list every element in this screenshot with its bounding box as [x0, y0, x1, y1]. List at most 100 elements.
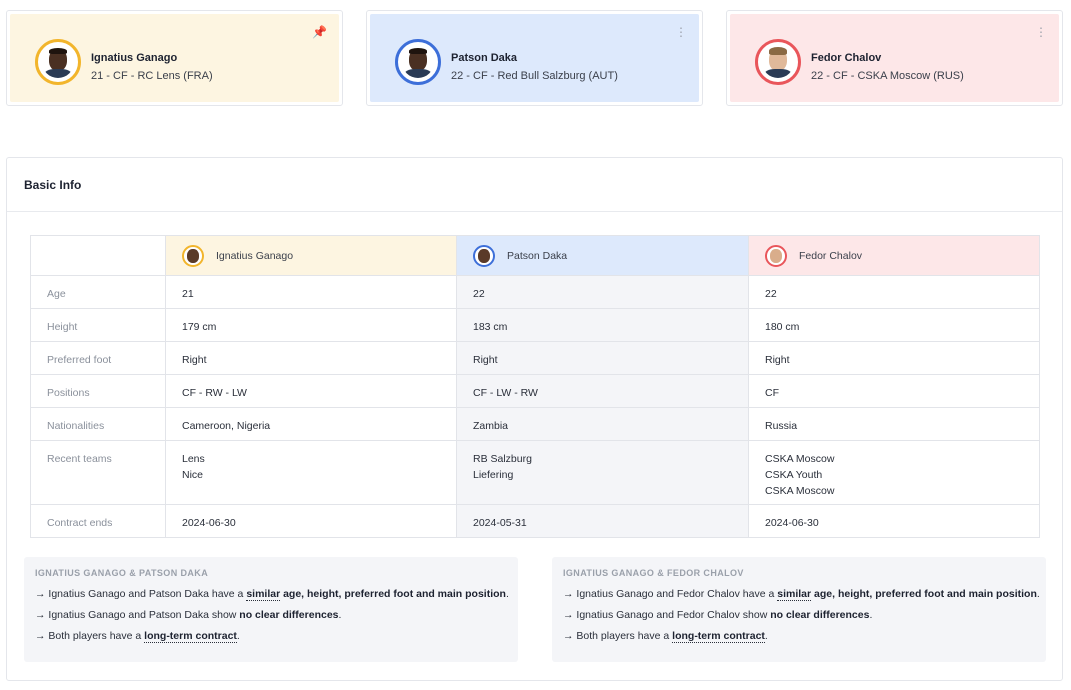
comparison-text: → Ignatius Ganago and Fedor Chalov show	[563, 609, 771, 621]
player-avatar	[395, 39, 441, 85]
table-cell: Right	[456, 341, 749, 375]
more-vertical-icon[interactable]: ⋮	[675, 25, 687, 39]
comparison-text: → Ignatius Ganago and Patson Daka show	[35, 609, 240, 621]
table-row: Preferred foot Right Right Right	[30, 341, 1040, 375]
team-name: CSKA Youth	[765, 469, 823, 481]
comparison-text: .	[338, 609, 342, 621]
player-card-background: Patson Daka 22 - CF - Red Bull Salzburg …	[370, 14, 699, 102]
comparison-line: → Both players have a long-term contract…	[35, 630, 240, 643]
player-name: Ignatius Ganago	[91, 52, 178, 64]
table-header-player: Ignatius Ganago	[165, 235, 457, 276]
comparison-bold: age, height, preferred foot and main pos…	[280, 588, 506, 600]
player-meta: 22 - CF - Red Bull Salzburg (AUT)	[451, 70, 618, 82]
comparison-summary-ganago-chalov: IGNATIUS GANAGO & FEDOR CHALOV → Ignatiu…	[552, 557, 1046, 662]
table-row: Age 21 22 22	[30, 275, 1040, 309]
comparison-text: → Ignatius Ganago and Fedor Chalov have …	[563, 588, 778, 600]
pin-icon[interactable]: 📌	[312, 25, 327, 39]
basic-info-panel: Basic Info Ignatius Ganago Patson Daka	[6, 157, 1063, 681]
comparison-line: → Both players have a long-term contract…	[563, 630, 768, 643]
row-label: Contract ends	[30, 504, 166, 538]
player-card-background: Fedor Chalov 22 - CF - CSKA Moscow (RUS)…	[730, 14, 1059, 102]
player-avatar-small	[473, 244, 495, 267]
row-label: Preferred foot	[30, 341, 166, 375]
table-row: Nationalities Cameroon, Nigeria Zambia R…	[30, 407, 1040, 441]
comparison-bold: no clear differences	[770, 609, 870, 621]
comparison-title: IGNATIUS GANAGO & PATSON DAKA	[35, 568, 209, 578]
team-name: CSKA Moscow	[765, 485, 835, 497]
player-avatar-small	[182, 244, 204, 267]
comparison-bold: no clear differences	[239, 609, 339, 621]
table-row: Contract ends 2024-06-30 2024-05-31 2024…	[30, 504, 1040, 538]
long-term-contract-tooltip-link[interactable]: long-term contract	[672, 630, 765, 643]
comparison-bold: age, height, preferred foot and main pos…	[811, 588, 1037, 600]
table-header-row: Ignatius Ganago Patson Daka Fedor Chalov	[30, 235, 1040, 276]
table-cell: 183 cm	[456, 308, 749, 342]
table-header-empty	[30, 235, 166, 276]
table-cell: 2024-06-30	[748, 504, 1040, 538]
table-cell: Russia	[748, 407, 1040, 441]
comparison-line: → Ignatius Ganago and Fedor Chalov show …	[563, 609, 872, 621]
comparison-text: .	[505, 588, 509, 600]
similar-tooltip-link[interactable]: similar	[246, 588, 281, 601]
comparison-text: .	[1036, 588, 1040, 600]
player-meta: 21 - CF - RC Lens (FRA)	[91, 70, 213, 82]
comparison-text: → Ignatius Ganago and Patson Daka have a	[35, 588, 247, 600]
comparison-text: → Both players have a	[35, 630, 145, 642]
table-cell: CF - LW - RW	[456, 374, 749, 408]
team-name: Liefering	[473, 469, 514, 481]
player-photo	[42, 46, 74, 78]
more-vertical-icon[interactable]: ⋮	[1035, 25, 1047, 39]
table-cell: 2024-05-31	[456, 504, 749, 538]
team-name: Lens	[182, 453, 205, 465]
table-cell: CSKA Moscow CSKA Youth CSKA Moscow	[748, 440, 1040, 505]
table-header-name: Fedor Chalov	[799, 249, 863, 262]
row-label: Nationalities	[30, 407, 166, 441]
player-photo	[402, 46, 434, 78]
comparison-text: .	[236, 630, 240, 642]
table-cell: RB Salzburg Liefering	[456, 440, 749, 505]
panel-header: Basic Info	[7, 158, 1062, 212]
comparison-line: → Ignatius Ganago and Fedor Chalov have …	[563, 588, 1040, 601]
table-cell: 21	[165, 275, 457, 309]
table-row: Positions CF - RW - LW CF - LW - RW CF	[30, 374, 1040, 408]
player-photo	[762, 46, 794, 78]
comparison-table: Ignatius Ganago Patson Daka Fedor Chalov…	[30, 235, 1040, 538]
table-cell: 180 cm	[748, 308, 1040, 342]
player-meta: 22 - CF - CSKA Moscow (RUS)	[811, 70, 964, 82]
long-term-contract-tooltip-link[interactable]: long-term contract	[144, 630, 237, 643]
player-avatar	[755, 39, 801, 85]
comparison-summary-ganago-daka: IGNATIUS GANAGO & PATSON DAKA → Ignatius…	[24, 557, 518, 662]
player-card-background: Ignatius Ganago 21 - CF - RC Lens (FRA) …	[10, 14, 339, 102]
row-label: Height	[30, 308, 166, 342]
table-cell: 2024-06-30	[165, 504, 457, 538]
table-cell: Right	[165, 341, 457, 375]
player-card-chalov[interactable]: Fedor Chalov 22 - CF - CSKA Moscow (RUS)…	[726, 10, 1063, 106]
player-avatar	[35, 39, 81, 85]
table-cell: Right	[748, 341, 1040, 375]
table-cell: 22	[748, 275, 1040, 309]
team-name: CSKA Moscow	[765, 453, 835, 465]
comparison-line: → Ignatius Ganago and Patson Daka show n…	[35, 609, 341, 621]
table-cell: CF	[748, 374, 1040, 408]
table-header-name: Patson Daka	[507, 249, 568, 262]
table-cell: Lens Nice	[165, 440, 457, 505]
table-header-player: Patson Daka	[456, 235, 749, 276]
table-cell: Zambia	[456, 407, 749, 441]
player-name: Patson Daka	[451, 52, 518, 64]
team-name: RB Salzburg	[473, 453, 532, 465]
table-cell: CF - RW - LW	[165, 374, 457, 408]
panel-title: Basic Info	[24, 178, 82, 192]
comparison-text: .	[869, 609, 873, 621]
player-avatar-small	[765, 244, 787, 267]
player-card-ganago[interactable]: Ignatius Ganago 21 - CF - RC Lens (FRA) …	[6, 10, 343, 106]
similar-tooltip-link[interactable]: similar	[777, 588, 812, 601]
table-header-player: Fedor Chalov	[748, 235, 1040, 276]
row-label: Age	[30, 275, 166, 309]
table-cell: 179 cm	[165, 308, 457, 342]
table-header-name: Ignatius Ganago	[216, 249, 294, 262]
player-card-daka[interactable]: Patson Daka 22 - CF - Red Bull Salzburg …	[366, 10, 703, 106]
table-cell: Cameroon, Nigeria	[165, 407, 457, 441]
table-row: Recent teams Lens Nice RB Salzburg Liefe…	[30, 440, 1040, 505]
team-name: Nice	[182, 469, 204, 481]
comparison-text: → Both players have a	[563, 630, 673, 642]
